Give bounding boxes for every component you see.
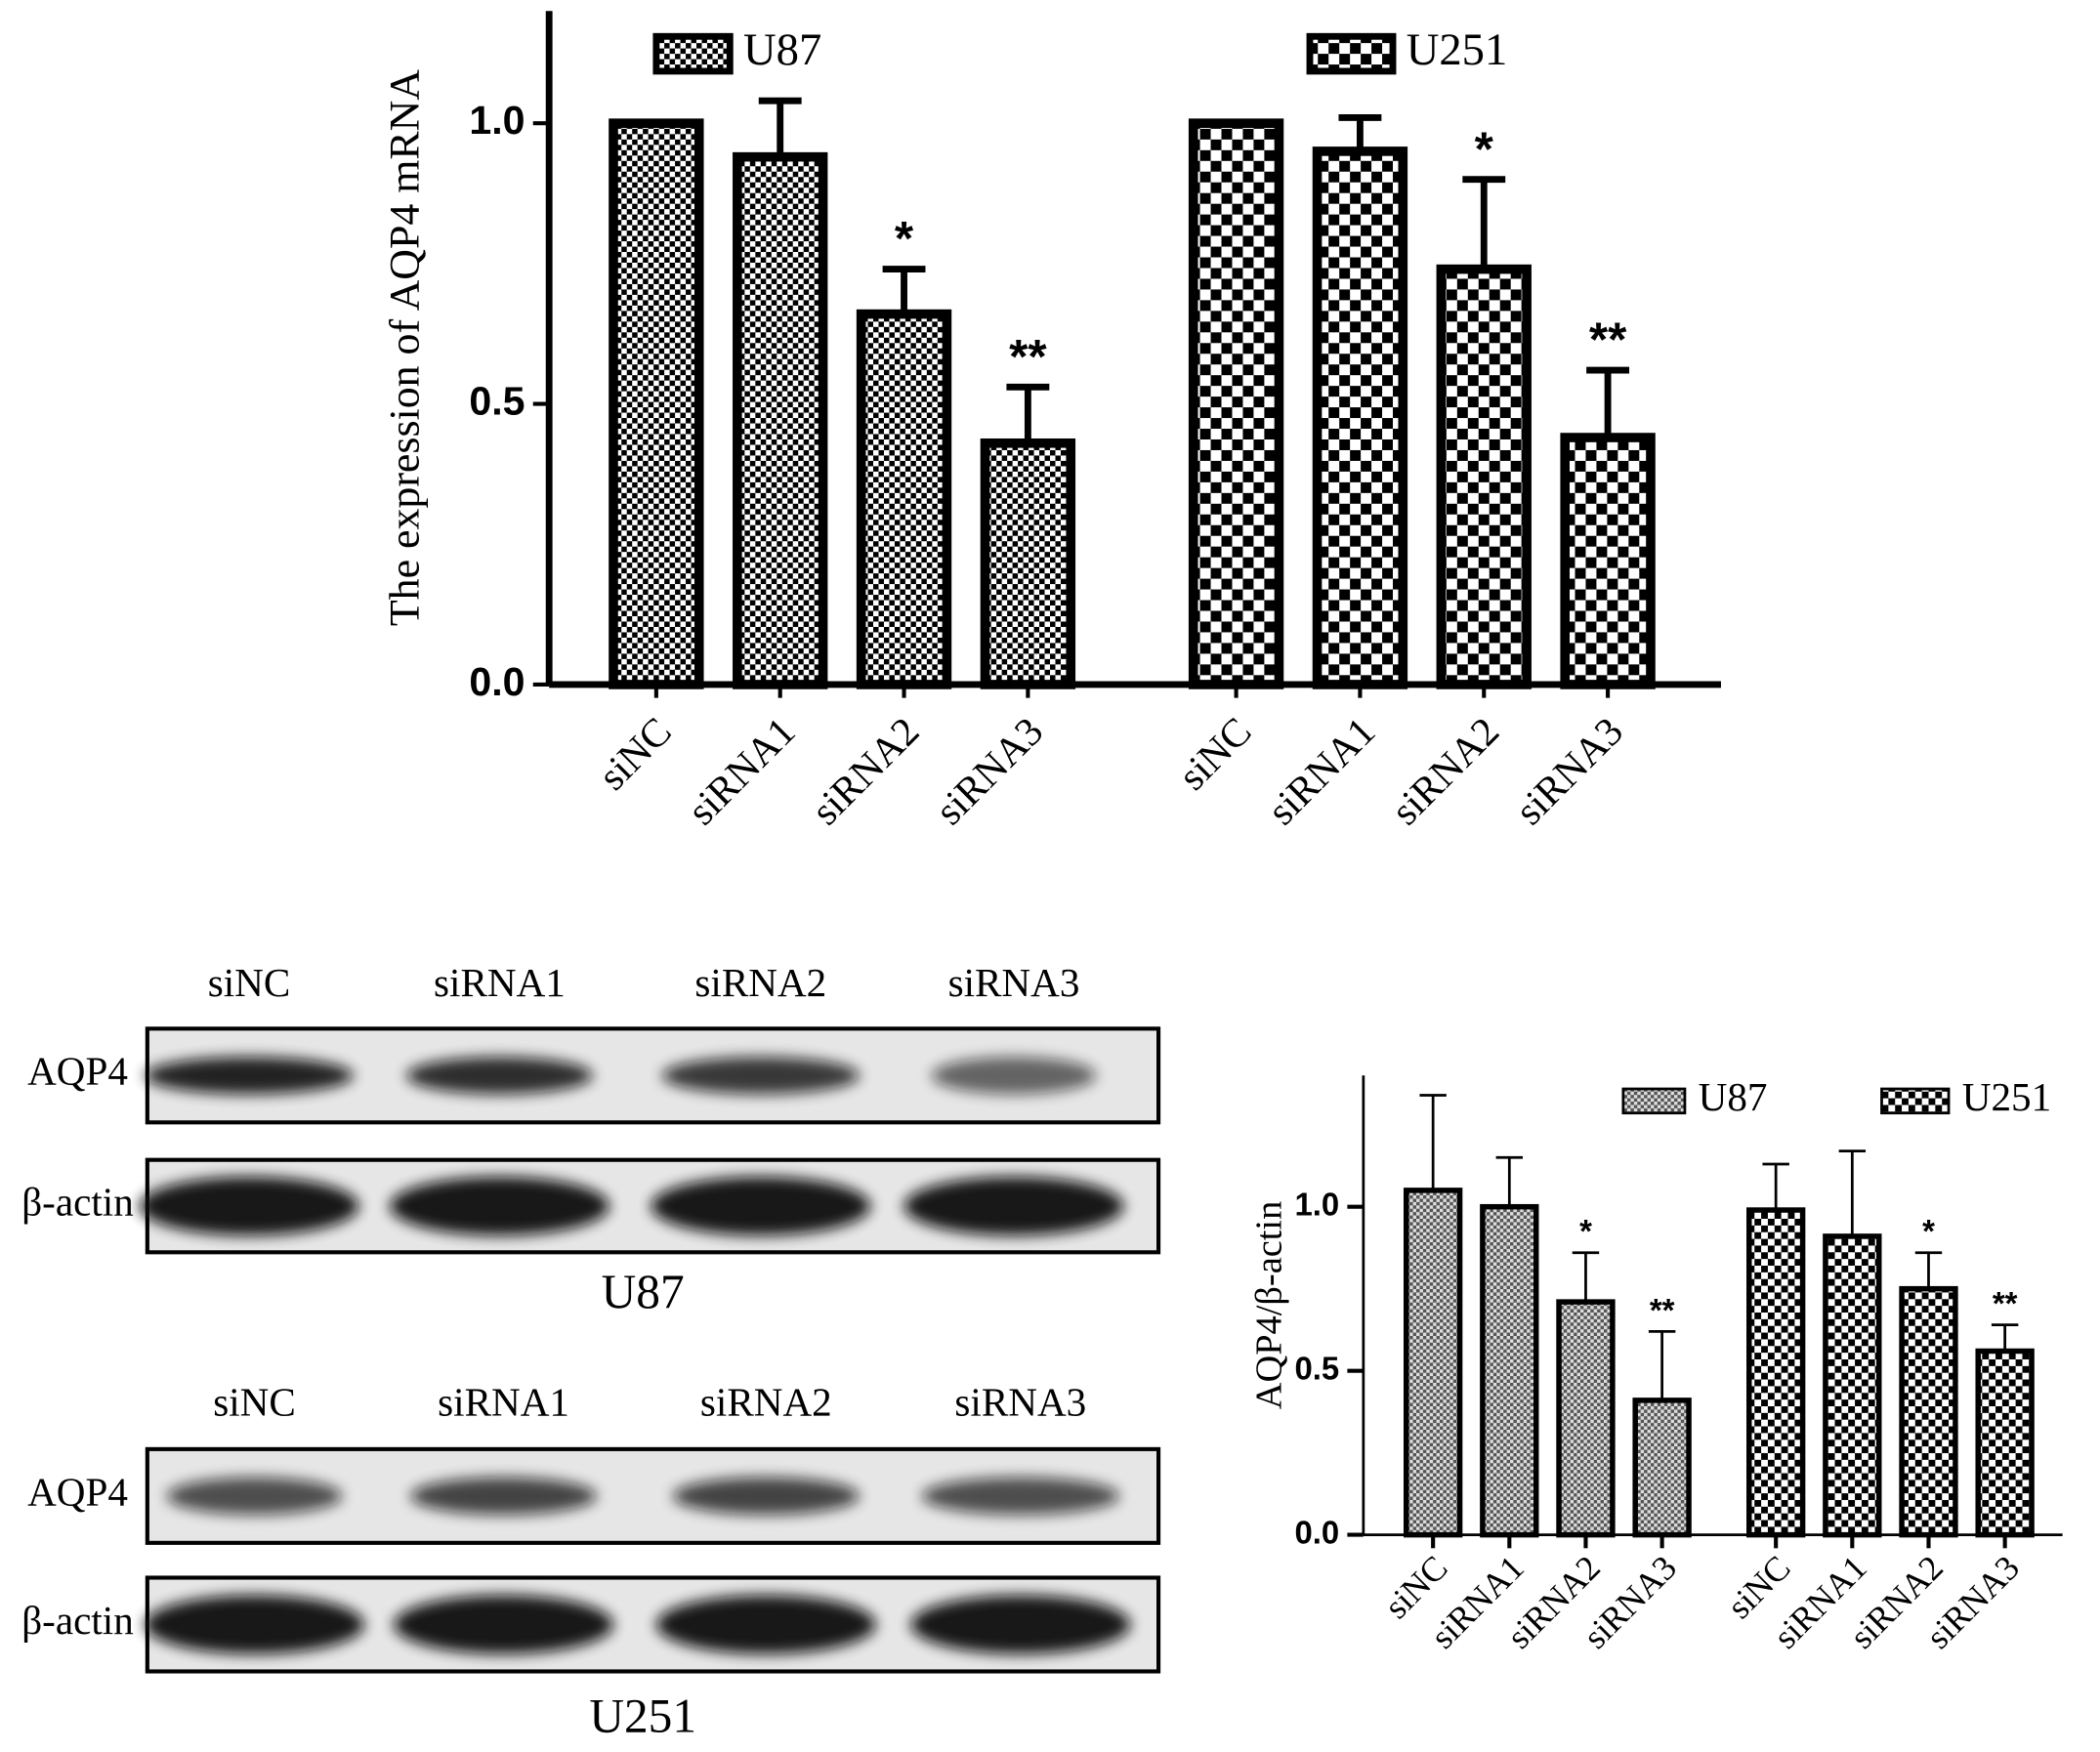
error-bar <box>1991 1323 2019 1352</box>
error-bar <box>1572 1251 1600 1303</box>
error-bar <box>1648 1329 1676 1400</box>
significance-mark: ** <box>1589 313 1627 367</box>
significance-mark: ** <box>1009 330 1047 384</box>
significance-mark: * <box>1579 1213 1592 1249</box>
band <box>409 1477 598 1516</box>
band <box>651 1176 871 1236</box>
row-label: β-actin <box>21 1598 134 1643</box>
band <box>394 1595 613 1654</box>
bar <box>1560 433 1656 689</box>
error-bar <box>1838 1149 1867 1236</box>
bar <box>1556 1299 1616 1538</box>
lane-label: siRNA1 <box>438 1379 569 1424</box>
lane-label: siRNA2 <box>694 960 826 1005</box>
legend-swatch <box>652 32 734 75</box>
error-bar <box>1419 1094 1447 1190</box>
band <box>661 1057 861 1095</box>
significance-mark: * <box>1475 122 1494 176</box>
blot-caption: U251 <box>589 1689 696 1743</box>
error-bar <box>1586 366 1630 438</box>
error-bar <box>1006 383 1050 443</box>
legend-label: U87 <box>743 24 821 75</box>
y-tick-label: 0.0 <box>469 659 525 704</box>
legend-label: U251 <box>1962 1074 2051 1119</box>
lane-label: siNC <box>208 960 291 1005</box>
error-bar <box>1914 1251 1943 1289</box>
x-tick-label: siRNA2 <box>803 708 928 833</box>
band <box>903 1176 1124 1236</box>
legend-swatch <box>1621 1087 1687 1115</box>
lane-label: siRNA3 <box>948 960 1080 1005</box>
legend-label: U251 <box>1407 24 1508 75</box>
y-tick-label: 1.0 <box>469 98 525 143</box>
band <box>672 1477 860 1516</box>
row-label: β-actin <box>21 1179 134 1224</box>
row-label: AQP4 <box>27 1469 128 1514</box>
bar <box>856 309 952 689</box>
band <box>931 1057 1097 1095</box>
bar <box>1975 1348 2035 1538</box>
bar <box>609 118 704 689</box>
x-tick-label: siRNA1 <box>1259 708 1384 833</box>
significance-mark: * <box>895 212 914 266</box>
bar <box>1480 1203 1539 1538</box>
lane-label: siRNA3 <box>954 1379 1086 1424</box>
band <box>390 1176 609 1236</box>
band <box>655 1595 876 1654</box>
band <box>166 1477 343 1516</box>
bar <box>1632 1397 1692 1538</box>
y-axis-label: AQP4/β-actin <box>1248 1201 1289 1410</box>
blot-caption: U87 <box>602 1265 685 1318</box>
band <box>910 1595 1131 1654</box>
bar <box>1746 1207 1806 1538</box>
x-tick-label: siNC <box>590 708 680 798</box>
x-tick-label: siRNA1 <box>679 708 804 833</box>
legend-swatch <box>1306 32 1397 75</box>
y-tick-label: 0.5 <box>469 378 525 423</box>
error-bar <box>1338 113 1382 151</box>
band <box>145 1057 354 1095</box>
bar <box>1436 264 1532 689</box>
bar <box>1188 118 1284 689</box>
bar <box>733 151 828 689</box>
error-bar <box>1762 1162 1789 1211</box>
band <box>145 1595 364 1654</box>
error-bar <box>1495 1155 1524 1207</box>
bar <box>1312 146 1408 689</box>
y-axis-label: The expression of AQP4 mRNA <box>381 69 428 626</box>
band <box>405 1057 594 1095</box>
legend-swatch <box>1880 1087 1951 1115</box>
bar <box>1899 1285 1958 1538</box>
row-label: AQP4 <box>27 1049 128 1094</box>
y-tick-label: 1.0 <box>1294 1186 1339 1222</box>
significance-mark: ** <box>1650 1292 1675 1328</box>
significance-mark: * <box>1922 1213 1935 1249</box>
lane-label: siRNA2 <box>700 1379 832 1424</box>
bar <box>1823 1233 1882 1538</box>
error-bar <box>758 97 802 157</box>
lane-label: siRNA1 <box>434 960 566 1005</box>
error-bar <box>882 266 926 314</box>
y-tick-label: 0.5 <box>1294 1350 1339 1386</box>
x-tick-label: siRNA2 <box>1382 708 1507 833</box>
x-tick-label: siNC <box>1169 708 1259 798</box>
lane-label: siNC <box>213 1379 296 1424</box>
significance-mark: ** <box>1993 1285 2018 1321</box>
band <box>921 1477 1120 1516</box>
y-tick-label: 0.0 <box>1294 1514 1339 1550</box>
bar <box>1403 1188 1463 1538</box>
error-bar <box>1462 176 1506 270</box>
x-tick-label: siRNA3 <box>1506 708 1631 833</box>
x-tick-label: siRNA3 <box>927 708 1052 833</box>
band <box>139 1176 359 1236</box>
bar <box>980 438 1076 689</box>
legend-label: U87 <box>1699 1074 1768 1119</box>
